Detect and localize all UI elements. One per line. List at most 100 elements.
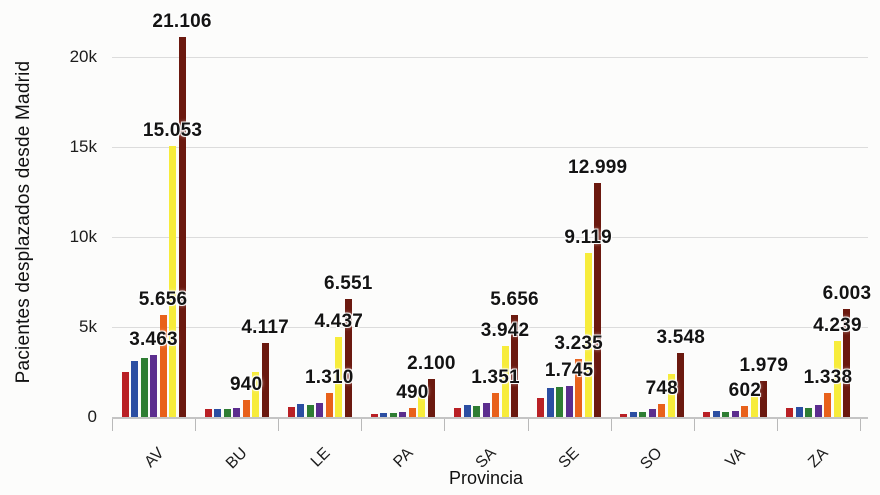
x-category-label-ZA: ZA xyxy=(805,444,833,472)
bar-series-6-yellow-ZA xyxy=(833,340,841,417)
bar-series-7-darkred-ZA xyxy=(843,308,851,417)
x-axis-tick xyxy=(278,419,280,431)
bar-series-6-yellow-BU xyxy=(252,372,260,417)
bar-series-1-red-LE xyxy=(287,406,295,417)
x-category-label-AV: AV xyxy=(140,444,168,471)
bar-series-6-yellow-PA xyxy=(418,394,426,417)
y-tick-label-20k: 20k xyxy=(69,47,97,66)
bar-series-5-orange-SO xyxy=(658,403,666,417)
x-category-label-SE: SE xyxy=(555,444,583,472)
bar-series-2-blue-VA xyxy=(712,411,720,417)
bar-series-3-green-SO xyxy=(639,411,647,417)
x-axis-tick xyxy=(610,419,612,431)
bar-series-2-blue-SA xyxy=(463,405,471,417)
value-label-LE-series-7-darkred: 6.551 xyxy=(323,273,373,295)
bar-series-7-darkred-VA xyxy=(760,381,768,417)
bar-series-1-red-PA xyxy=(370,414,378,417)
bar-series-7-darkred-PA xyxy=(427,379,435,417)
bar-series-3-green-PA xyxy=(389,413,397,417)
x-axis-tick xyxy=(693,419,695,431)
bar-series-4-purple-SE xyxy=(565,385,573,417)
x-axis-tick xyxy=(527,419,529,431)
bar-series-1-red-ZA xyxy=(786,408,794,417)
bar-series-4-purple-LE xyxy=(316,402,324,417)
value-label-LE-series-5-orange: 1.310 xyxy=(304,367,354,389)
bar-series-5-orange-ZA xyxy=(824,392,832,417)
x-axis-tick xyxy=(195,419,197,431)
bar-series-5-orange-SE xyxy=(575,358,583,417)
x-category-label-LE: LE xyxy=(307,444,334,471)
value-label-SA-series-7-darkred: 5.656 xyxy=(490,289,539,311)
value-label-AV-series-5-orange: 5.656 xyxy=(138,289,188,311)
x-axis-tick xyxy=(112,419,113,431)
bar-series-5-orange-SA xyxy=(492,392,499,417)
value-label-PA-series-7-darkred: 2.100 xyxy=(407,353,456,375)
bar-series-5-orange-AV xyxy=(159,315,167,417)
x-category-label-BU: BU xyxy=(222,444,251,473)
bar-series-1-red-SO xyxy=(620,413,628,417)
bar-series-2-blue-BU xyxy=(214,408,222,417)
x-axis-tick xyxy=(444,419,446,431)
y-tick-label-0: 0 xyxy=(87,407,97,426)
bar-series-1-red-AV xyxy=(121,372,129,417)
value-label-SA-series-5-orange: 1.351 xyxy=(471,366,520,388)
bar-series-1-red-SA xyxy=(454,408,461,417)
value-label-PA-series-5-orange: 490 xyxy=(396,382,429,404)
bar-series-3-green-LE xyxy=(306,405,314,417)
bar-series-7-darkred-BU xyxy=(261,342,269,417)
bar-series-7-darkred-SA xyxy=(511,315,518,417)
bar-series-6-yellow-SA xyxy=(501,346,509,417)
bar-series-6-yellow-VA xyxy=(750,393,758,417)
bar-series-7-darkred-SE xyxy=(594,183,602,417)
bar-series-4-purple-ZA xyxy=(814,405,822,417)
bar-series-3-green-AV xyxy=(140,357,148,417)
value-label-ZA-series-5-orange: 1.338 xyxy=(803,366,853,388)
bar-series-1-red-VA xyxy=(703,411,711,417)
bar-series-6-yellow-SO xyxy=(667,373,675,417)
value-label-SO-series-7-darkred: 3.548 xyxy=(656,327,705,349)
bar-series-3-green-SE xyxy=(556,386,564,417)
gridline-15k xyxy=(112,147,868,148)
value-label-AV-series-6-yellow: 15.053 xyxy=(142,120,203,142)
gridline-10k xyxy=(112,237,868,238)
value-label-SE-series-5-orange: 3.235 xyxy=(554,332,603,354)
bar-series-3-green-BU xyxy=(223,409,231,417)
value-label-ZA-series-7-darkred: 6.003 xyxy=(822,282,872,304)
bar-series-2-blue-AV xyxy=(131,361,139,417)
gridline-20k xyxy=(112,57,868,58)
y-tick-label-5k: 5k xyxy=(79,317,97,336)
value-label-AV-series-4-purple: 3.463 xyxy=(129,328,178,350)
bar-series-2-blue-SO xyxy=(629,411,637,417)
value-label-ZA-series-6-yellow: 4.239 xyxy=(813,314,862,336)
value-label-SE-series-4-purple: 1.745 xyxy=(544,359,594,381)
value-label-SE-series-6-yellow: 9.119 xyxy=(564,226,612,248)
bar-series-5-orange-LE xyxy=(325,393,333,417)
bar-series-5-orange-VA xyxy=(741,406,749,417)
bar-series-4-purple-SO xyxy=(648,409,656,417)
bar-series-2-blue-SE xyxy=(546,387,554,417)
y-tick-label-10k: 10k xyxy=(69,227,97,246)
x-category-label-SO: SO xyxy=(637,444,666,474)
x-axis-line xyxy=(112,417,868,419)
bar-series-5-orange-PA xyxy=(408,408,416,417)
y-tick-label-15k: 15k xyxy=(69,137,97,156)
value-label-SA-series-6-yellow: 3.942 xyxy=(480,320,530,342)
x-category-label-PA: PA xyxy=(390,444,417,471)
value-label-VA-series-5-orange: 602 xyxy=(728,380,761,402)
value-label-SE-series-7-darkred: 12.999 xyxy=(567,157,628,179)
bar-series-6-yellow-LE xyxy=(335,337,343,417)
bar-series-5-orange-BU xyxy=(242,400,250,417)
value-label-BU-series-7-darkred: 4.117 xyxy=(241,316,289,338)
bar-series-4-purple-AV xyxy=(150,354,158,417)
bar-series-2-blue-LE xyxy=(297,404,305,417)
bar-series-7-darkred-LE xyxy=(344,299,352,417)
bar-series-2-blue-ZA xyxy=(795,406,803,417)
bar-series-6-yellow-AV xyxy=(169,146,177,417)
bar-series-6-yellow-SE xyxy=(584,252,592,417)
x-axis-tick xyxy=(860,419,861,431)
bar-series-4-purple-VA xyxy=(731,410,739,417)
value-label-BU-series-5-orange: 940 xyxy=(230,374,263,396)
bar-series-3-green-SA xyxy=(473,405,480,417)
bar-series-4-purple-PA xyxy=(399,412,407,417)
